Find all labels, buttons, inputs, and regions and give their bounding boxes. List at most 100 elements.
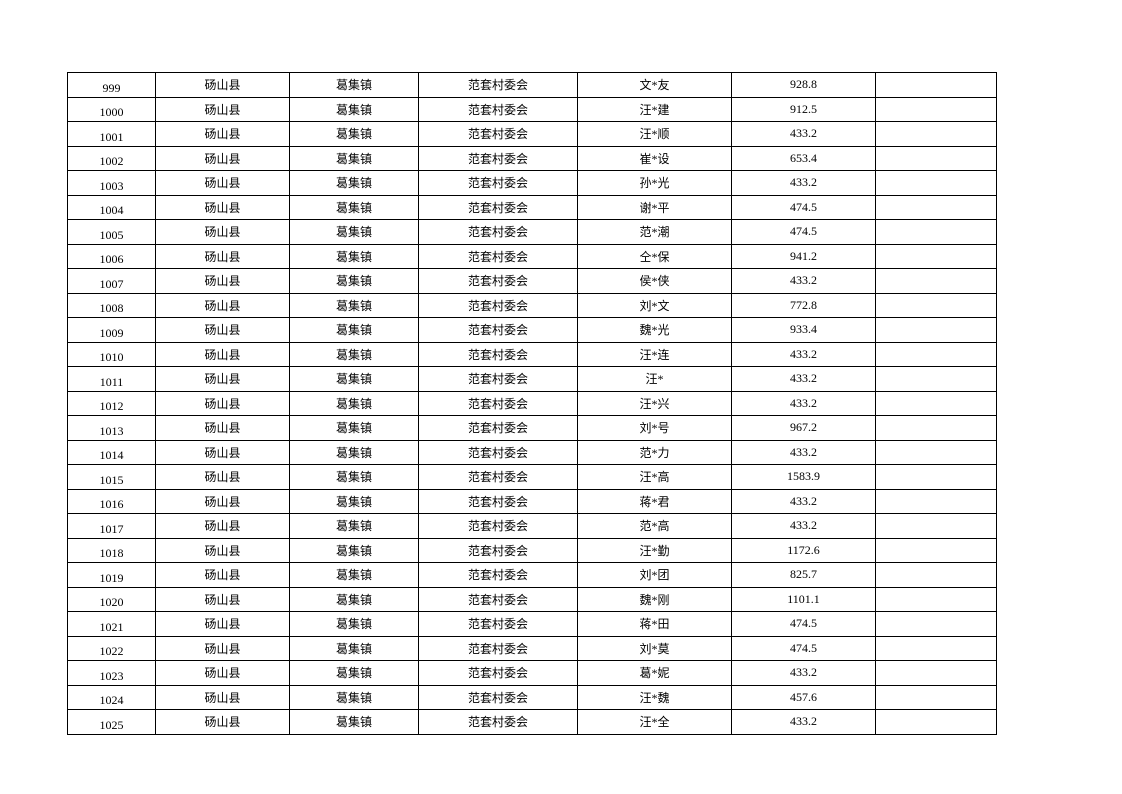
remarks-cell [875,513,997,539]
person-name-cell: 汪*高 [577,464,732,490]
village-committee-cell: 范套村委会 [418,660,578,686]
amount-cell: 433.2 [731,366,876,392]
row-index-cell: 1012 [67,390,156,416]
remarks-cell [875,121,997,147]
table-row: 1006 砀山县 葛集镇 范套村委会 仝*保 941.2 [67,243,997,269]
town-cell: 葛集镇 [289,586,419,612]
village-committee-cell: 范套村委会 [418,121,578,147]
village-committee-cell: 范套村委会 [418,635,578,661]
remarks-cell [875,611,997,637]
row-index-cell: 1014 [67,439,156,465]
person-name-cell: 谢*平 [577,194,732,220]
town-cell: 葛集镇 [289,243,419,269]
town-cell: 葛集镇 [289,635,419,661]
table-row: 1023 砀山县 葛集镇 范套村委会 葛*妮 433.2 [67,660,997,686]
remarks-cell [875,684,997,710]
remarks-cell [875,366,997,392]
person-name-cell: 仝*保 [577,243,732,269]
town-cell: 葛集镇 [289,537,419,563]
row-index-cell: 1006 [67,243,156,269]
county-cell: 砀山县 [155,219,290,245]
person-name-cell: 汪*连 [577,341,732,367]
village-committee-cell: 范套村委会 [418,317,578,343]
village-committee-cell: 范套村委会 [418,415,578,441]
village-committee-cell: 范套村委会 [418,684,578,710]
remarks-cell [875,243,997,269]
amount-cell: 474.5 [731,611,876,637]
person-name-cell: 刘*号 [577,415,732,441]
row-index-cell: 1025 [67,709,156,735]
person-name-cell: 崔*设 [577,145,732,171]
amount-cell: 941.2 [731,243,876,269]
county-cell: 砀山县 [155,341,290,367]
town-cell: 葛集镇 [289,194,419,220]
person-name-cell: 范*潮 [577,219,732,245]
person-name-cell: 刘*团 [577,562,732,588]
row-index-cell: 1020 [67,586,156,612]
remarks-cell [875,488,997,514]
county-cell: 砀山县 [155,684,290,710]
village-committee-cell: 范套村委会 [418,513,578,539]
town-cell: 葛集镇 [289,145,419,171]
remarks-cell [875,709,997,735]
table-row: 1003 砀山县 葛集镇 范套村委会 孙*光 433.2 [67,170,997,196]
person-name-cell: 汪*魏 [577,684,732,710]
amount-cell: 933.4 [731,317,876,343]
county-cell: 砀山县 [155,415,290,441]
town-cell: 葛集镇 [289,317,419,343]
row-index-cell: 1017 [67,513,156,539]
amount-cell: 433.2 [731,390,876,416]
table-row: 1001 砀山县 葛集镇 范套村委会 汪*顺 433.2 [67,121,997,147]
town-cell: 葛集镇 [289,439,419,465]
remarks-cell [875,292,997,318]
row-index-cell: 1003 [67,170,156,196]
table-row: 1005 砀山县 葛集镇 范套村委会 范*潮 474.5 [67,219,997,245]
person-name-cell: 汪*勤 [577,537,732,563]
amount-cell: 912.5 [731,96,876,122]
amount-cell: 1101.1 [731,586,876,612]
village-committee-cell: 范套村委会 [418,341,578,367]
table-row: 1021 砀山县 葛集镇 范套村委会 蒋*田 474.5 [67,611,997,637]
remarks-cell [875,341,997,367]
amount-cell: 433.2 [731,341,876,367]
remarks-cell [875,635,997,661]
table-row: 1000 砀山县 葛集镇 范套村委会 汪*建 912.5 [67,96,997,122]
table-row: 1024 砀山县 葛集镇 范套村委会 汪*魏 457.6 [67,684,997,710]
person-name-cell: 范*高 [577,513,732,539]
row-index-cell: 1007 [67,268,156,294]
table-row: 1015 砀山县 葛集镇 范套村委会 汪*高 1583.9 [67,464,997,490]
person-name-cell: 汪* [577,366,732,392]
amount-cell: 433.2 [731,513,876,539]
village-committee-cell: 范套村委会 [418,537,578,563]
county-cell: 砀山县 [155,72,290,98]
remarks-cell [875,439,997,465]
person-name-cell: 蒋*君 [577,488,732,514]
village-committee-cell: 范套村委会 [418,268,578,294]
town-cell: 葛集镇 [289,709,419,735]
village-committee-cell: 范套村委会 [418,562,578,588]
village-committee-cell: 范套村委会 [418,439,578,465]
row-index-cell: 1018 [67,537,156,563]
row-index-cell: 1016 [67,488,156,514]
row-index-cell: 1011 [67,366,156,392]
person-name-cell: 范*力 [577,439,732,465]
county-cell: 砀山县 [155,268,290,294]
remarks-cell [875,415,997,441]
village-committee-cell: 范套村委会 [418,170,578,196]
person-name-cell: 蒋*田 [577,611,732,637]
person-name-cell: 汪*兴 [577,390,732,416]
county-cell: 砀山县 [155,390,290,416]
remarks-cell [875,464,997,490]
village-committee-cell: 范套村委会 [418,488,578,514]
town-cell: 葛集镇 [289,415,419,441]
person-name-cell: 孙*光 [577,170,732,196]
village-committee-cell: 范套村委会 [418,145,578,171]
amount-cell: 474.5 [731,635,876,661]
village-committee-cell: 范套村委会 [418,390,578,416]
remarks-cell [875,96,997,122]
village-committee-cell: 范套村委会 [418,464,578,490]
county-cell: 砀山县 [155,292,290,318]
town-cell: 葛集镇 [289,660,419,686]
village-committee-cell: 范套村委会 [418,366,578,392]
table-row: 1007 砀山县 葛集镇 范套村委会 侯*侠 433.2 [67,268,997,294]
